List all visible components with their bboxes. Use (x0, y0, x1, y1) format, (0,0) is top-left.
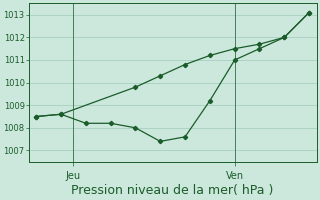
X-axis label: Pression niveau de la mer( hPa ): Pression niveau de la mer( hPa ) (71, 184, 274, 197)
